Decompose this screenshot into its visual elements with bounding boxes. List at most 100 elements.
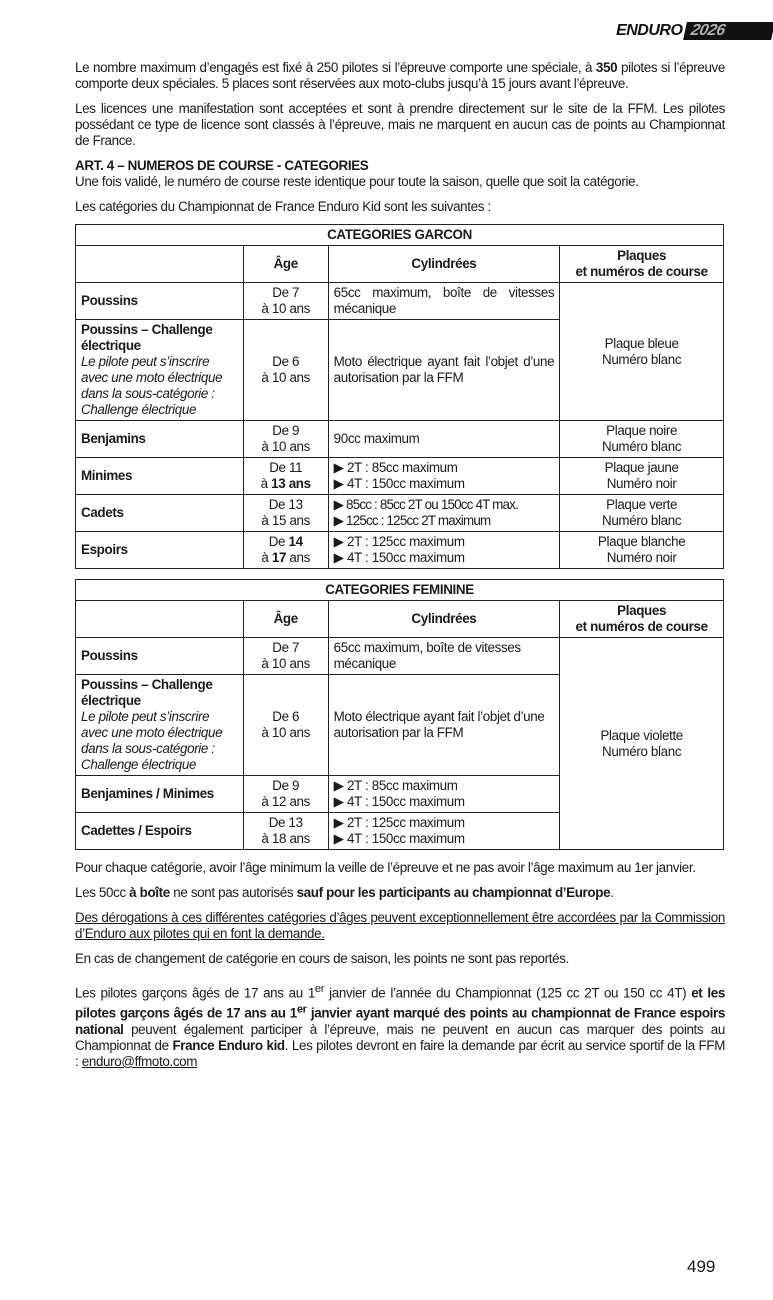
cell: Plaque violette Numéro blanc xyxy=(559,637,724,850)
table-row: Cadettes / Espoirs De 13 à 18 ans ▶ 2T : 12… xyxy=(75,812,724,850)
text: De 7 xyxy=(272,285,300,300)
text: Numéro blanc xyxy=(602,743,682,759)
text: Le nombre maximum d’engagés est fixé à 2… xyxy=(75,60,596,75)
table-row: Cadets De 13 à 15 ans ▶ 85cc : 85cc 2T ou 1… xyxy=(75,494,724,532)
text: . Les pilotes devront en faire la demand… xyxy=(75,1037,725,1069)
text: Numéro blanc xyxy=(602,439,682,454)
text: . xyxy=(610,885,614,900)
cell: Plaque noire Numéro blanc xyxy=(559,420,724,458)
text: Plaque blanche xyxy=(597,534,686,549)
cell: Plaque verte Numéro blanc xyxy=(559,494,724,532)
cell: De 14 à 17 ans xyxy=(242,531,329,569)
text: Poussins – Challenge xyxy=(81,322,213,337)
text: dans la sous-catégorie : xyxy=(81,386,215,401)
text: Les 50cc xyxy=(75,885,130,900)
text: Le pilote peut s’inscrire xyxy=(81,709,210,724)
cell: 90cc maximum xyxy=(327,420,561,458)
text: Poussins – Challenge xyxy=(81,677,213,692)
cell: Plaque blanche Numéro noir xyxy=(559,531,724,569)
page-body: Le nombre maximum d’engagés est fixé à 2… xyxy=(75,60,725,1079)
text: ans xyxy=(286,550,310,565)
cell: ▶ 2T : 125cc maximum ▶ 4T : 150cc maximum xyxy=(327,812,561,850)
cell: Cadets xyxy=(75,494,244,532)
cell: ▶ 85cc : 85cc 2T ou 150cc 4T max. ▶ 125cc… xyxy=(327,494,561,532)
text: 17 xyxy=(271,550,287,565)
email-link[interactable]: enduro@ffmoto.com xyxy=(81,1053,198,1069)
text: Challenge électrique xyxy=(81,402,197,417)
text: Numéro noir xyxy=(606,476,677,491)
logo-brand: ENDURO xyxy=(616,22,683,39)
text: à 15 ans xyxy=(261,513,310,528)
text: Plaques xyxy=(617,248,667,263)
cell: Poussins xyxy=(75,637,244,675)
text: ▶ 2T : 85cc maximum xyxy=(333,460,458,475)
table-header-row: Âge Cylindrées Plaques et numéros de course xyxy=(75,245,724,283)
text: er xyxy=(296,1003,307,1016)
cell: ▶ 2T : 85cc maximum ▶ 4T : 150cc maximum xyxy=(327,457,561,495)
col-cylindrees: Cylindrées xyxy=(327,600,561,638)
text: De xyxy=(268,534,289,549)
cell: Plaque jaune Numéro noir xyxy=(559,457,724,495)
text: à 10 ans xyxy=(261,656,310,671)
text: pilotes si l’épreuve comporte deux spéci… xyxy=(75,60,726,91)
table-row: Minimes De 11 à 13 ans ▶ 2T : 85cc maximum ▶… xyxy=(75,457,724,495)
logo-year: 2026 xyxy=(683,22,773,40)
text: Plaque jaune xyxy=(604,460,679,475)
page-number: 499 xyxy=(687,1257,716,1276)
text: ne sont pas autorisés xyxy=(169,885,297,900)
text: à 12 ans xyxy=(261,794,310,809)
text: janvier ayant marqué des points au champ… xyxy=(75,1005,726,1037)
article-heading: ART. 4 – NUMEROS DE COURSE - CATEGORIES xyxy=(75,158,369,173)
text: De 13 xyxy=(268,497,303,512)
text: 350 xyxy=(595,60,618,75)
table-categories-garcon: CATEGORIES GARCON Âge Cylindrées Plaques et… xyxy=(75,224,724,569)
paragraph-licences: Les licences une manifestation sont acce… xyxy=(75,101,725,148)
paragraph-categories-intro: Les catégories du Championnat de France … xyxy=(75,199,491,214)
text: er xyxy=(314,983,325,995)
text: De 13 xyxy=(268,815,303,830)
text: ▶ 4T : 150cc maximum xyxy=(333,550,465,565)
text: et les pilotes garçons âgés de 17 ans au… xyxy=(75,985,725,1021)
text: Numéro blanc xyxy=(602,351,682,367)
col-age: Âge xyxy=(242,600,329,638)
text: France Enduro kid xyxy=(172,1037,285,1053)
cell: 65cc maximum, boîte de vitesses mécaniqu… xyxy=(327,282,561,320)
text: avec une moto électrique xyxy=(81,725,223,740)
table-row: Poussins – Challenge électrique Le pilote … xyxy=(75,319,724,421)
text: 14 xyxy=(288,534,303,549)
cell: Moto électrique ayant fait l’objet d’une… xyxy=(327,319,561,421)
text: De 9 xyxy=(272,778,300,793)
cell: Poussins – Challenge électrique Le pilote … xyxy=(75,319,244,421)
table-categories-feminine: CATEGORIES FEMININE Âge Cylindrées Plaques… xyxy=(75,579,724,850)
table-title: CATEGORIES FEMININE xyxy=(75,579,724,601)
paragraph-age-rule: Pour chaque catégorie, avoir l’âge minim… xyxy=(75,860,696,875)
text: à 10 ans xyxy=(261,301,310,316)
col-cylindrees: Cylindrées xyxy=(327,245,561,283)
cell: De 11 à 13 ans xyxy=(242,457,329,495)
cell: ▶ 2T : 125cc maximum ▶ 4T : 150cc maximum xyxy=(327,531,561,569)
text: 13 ans xyxy=(271,476,311,491)
text: ▶ 2T : 125cc maximum xyxy=(333,534,465,549)
text: Plaques xyxy=(617,603,667,618)
text: ▶ 85cc : 85cc 2T ou 150cc 4T max. xyxy=(333,497,519,512)
table-header-row: Âge Cylindrées Plaques et numéros de course xyxy=(75,600,724,638)
paragraph-changement: En cas de changement de catégorie en cou… xyxy=(75,951,569,966)
text: dans la sous-catégorie : xyxy=(81,741,215,756)
cell: De 13 à 18 ans xyxy=(242,812,329,850)
text: De 7 xyxy=(272,640,300,655)
col-plaques: Plaques et numéros de course xyxy=(559,600,724,638)
cell: Moto électrique ayant fait l’objet d’une… xyxy=(327,674,561,776)
table-title: CATEGORIES GARCON xyxy=(75,224,724,246)
text: De 6 xyxy=(272,709,300,724)
cell: De 13 à 15 ans xyxy=(242,494,329,532)
text: ▶ 4T : 150cc maximum xyxy=(333,476,465,491)
cell: Benjamins xyxy=(75,420,244,458)
text: électrique xyxy=(81,338,141,353)
